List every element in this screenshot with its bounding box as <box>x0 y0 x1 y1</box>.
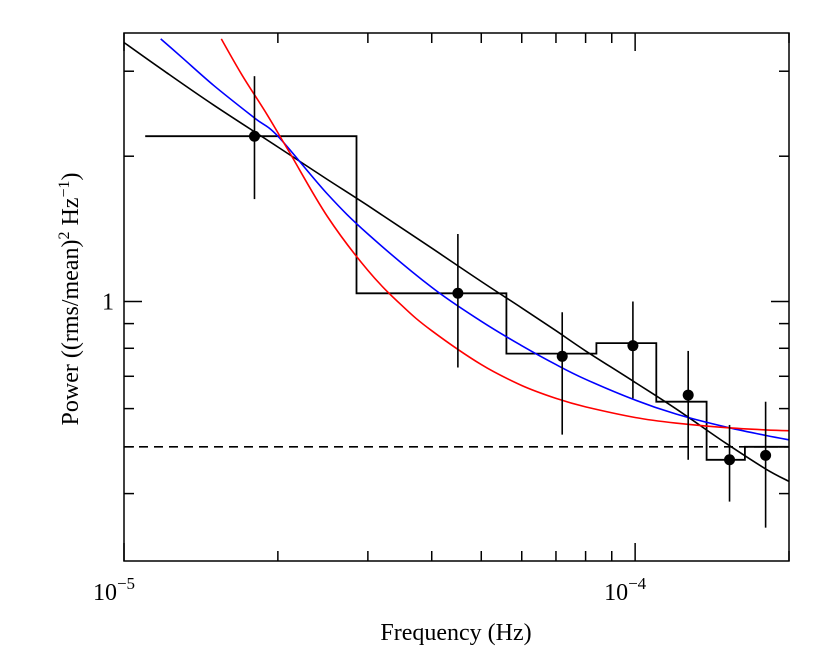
data-marker <box>556 350 568 362</box>
x-tick-label: 10−4 <box>604 574 647 606</box>
x-tick-label-base: 10 <box>604 580 628 606</box>
y-axis-label-main: Power ((rms/mean) <box>58 240 84 426</box>
x-tick-label-exponent: −5 <box>117 574 135 593</box>
curves-layer <box>124 38 789 483</box>
y-axis-label: Power ((rms/mean)2 Hz−1) <box>56 173 84 426</box>
y-axis-label-sup2: −1 <box>56 181 73 198</box>
data-marker <box>627 340 639 352</box>
data-point-3 <box>556 312 568 435</box>
points-layer <box>248 76 772 528</box>
data-point-6 <box>724 424 736 502</box>
data-point-1 <box>248 76 260 200</box>
red-model-curve <box>220 38 789 432</box>
data-marker <box>452 287 464 299</box>
data-point-7 <box>760 401 772 528</box>
data-point-2 <box>452 233 464 368</box>
data-marker <box>248 130 260 142</box>
blue-model-curve <box>160 38 789 441</box>
x-tick-labels: 10−5 10−4 <box>93 574 647 606</box>
power-law-line <box>124 41 789 483</box>
y-tick-labels: 1 <box>102 290 114 316</box>
y-axis-label-hz: Hz <box>58 198 84 232</box>
step-histogram <box>145 135 789 461</box>
data-point-4 <box>627 301 639 399</box>
y-axis-label-sup1: 2 <box>56 232 73 240</box>
x-tick-label-exponent: −4 <box>628 574 647 593</box>
x-tick-label-base: 10 <box>93 580 117 606</box>
data-point-5 <box>682 350 694 460</box>
x-tick-label: 10−5 <box>93 574 135 606</box>
data-marker <box>724 454 736 466</box>
y-tick-label: 1 <box>102 290 114 316</box>
y-axis-label-close: ) <box>58 173 84 181</box>
plot-frame <box>123 32 790 562</box>
x-axis-label: Frequency (Hz) <box>380 620 531 646</box>
data-marker <box>682 389 694 401</box>
data-marker <box>760 449 772 461</box>
